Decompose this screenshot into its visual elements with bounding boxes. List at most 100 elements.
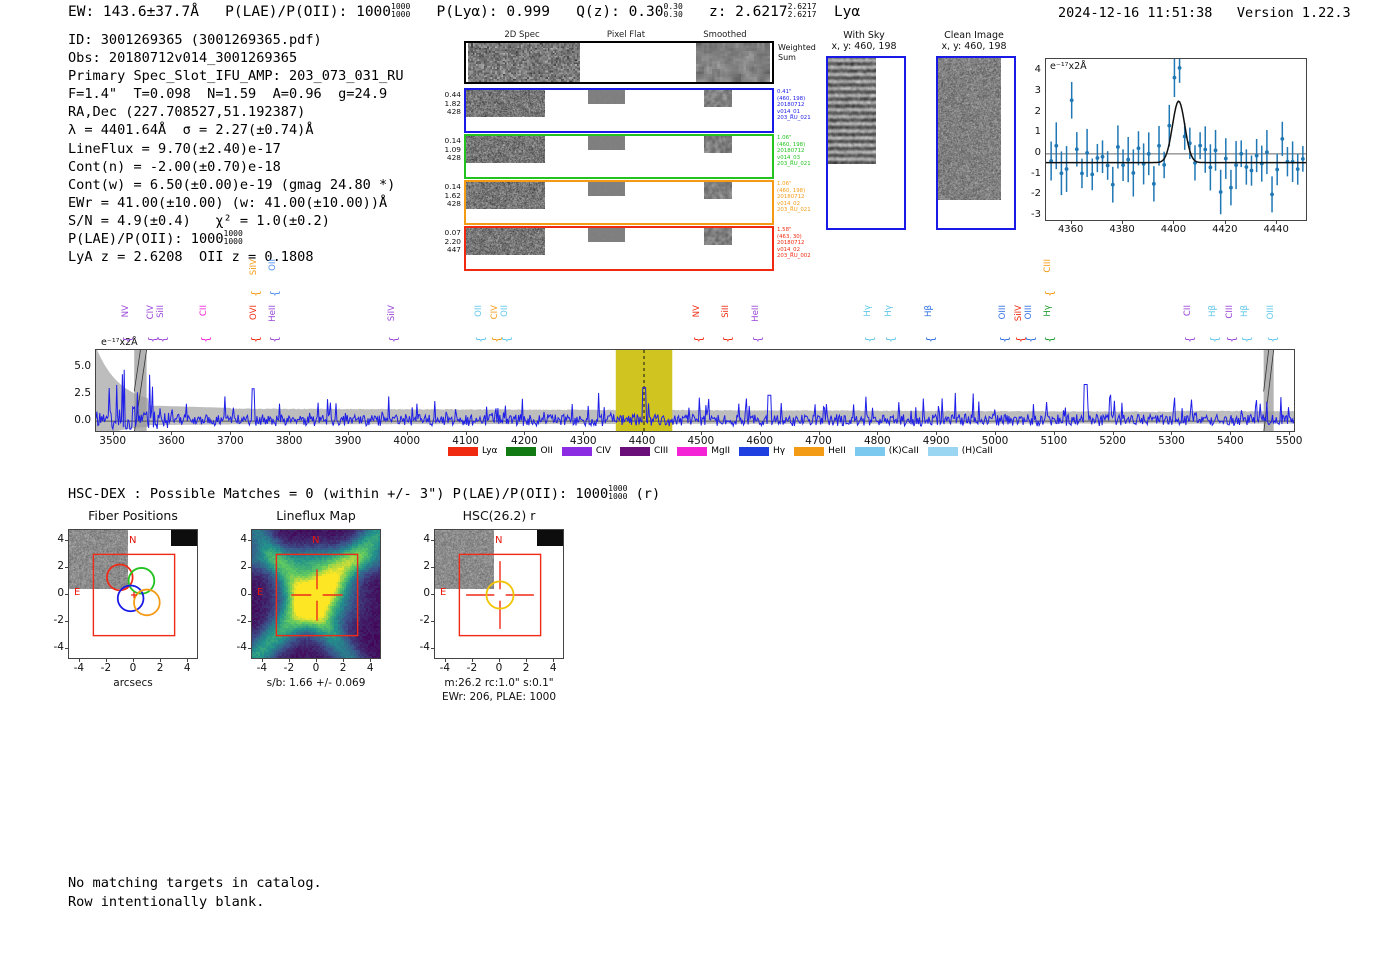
info-line: LineFlux = 9.70(±2.40)e-17 (68, 140, 281, 157)
fiber-smoothed (704, 228, 732, 245)
fiber-pixel-flat (588, 136, 625, 150)
tick-mark (248, 566, 251, 568)
legend-label: CIV (595, 446, 611, 456)
legend-swatch (561, 446, 592, 456)
cutout-y-tick: 4 (423, 532, 430, 545)
tick-mark (526, 659, 528, 662)
legend-swatch (739, 446, 770, 456)
ew-value: EW: 143.6±37.7Å (68, 4, 199, 21)
emission-line-label: CII (1182, 305, 1193, 317)
tick-mark (316, 659, 317, 662)
tick-mark (431, 539, 434, 541)
emission-line-bracket: { (924, 336, 938, 343)
emission-line-label: OIII (1266, 305, 1277, 320)
emission-line-label: CIII (1225, 305, 1236, 319)
emission-line-label: HeII (751, 305, 762, 322)
spectrum-x-tick: 3500 (99, 435, 127, 447)
cutout-overlay (92, 553, 176, 637)
cutout-image (251, 529, 381, 659)
cutout-caption-secondary: EWr: 206, PLAE: 1000 (441, 691, 557, 703)
line-profile-y-unit: e⁻¹⁷x2Å (1050, 61, 1087, 72)
fiber-metric-value: 447 (446, 245, 461, 255)
emission-line-bracket: { (884, 336, 898, 343)
tick-mark (248, 594, 251, 595)
fiber-metric-value: 0.14 (444, 136, 461, 145)
emission-line-label: CII (199, 305, 210, 317)
tick-mark (65, 539, 68, 541)
line-profile-y-tick: 1 (1034, 126, 1041, 138)
legend-item: Hγ (739, 446, 785, 456)
tick-mark (1224, 221, 1226, 224)
cutout-y-tick: -2 (236, 614, 247, 627)
tick-mark (1173, 221, 1175, 224)
tick-mark (1122, 221, 1124, 224)
info-line: S/N = 4.9(±0.4) χ² = 1.0(±0.2) (68, 212, 330, 229)
emission-line-label: Hγ (862, 305, 873, 317)
tick-mark (431, 594, 434, 595)
compass-east: E (74, 587, 81, 598)
line-profile-axes: e⁻¹⁷x2Å (1045, 58, 1307, 221)
footer-line: Row intentionally blank. (68, 893, 265, 910)
spectrum-y-tick: 5.0 (74, 360, 91, 373)
spectrum-x-tick: 4600 (746, 435, 774, 447)
fiber-twod-spec (466, 182, 545, 209)
qz-label: Q(z): 0.30 (576, 4, 664, 21)
spec2d-column-title: Smoothed (703, 30, 747, 40)
tick-mark (160, 659, 162, 662)
z-suffix: Lyα (833, 4, 861, 21)
info-line: Cont(n) = -2.00(±0.70)e-18 (68, 158, 281, 175)
line-profile-y-tick: -3 (1031, 208, 1041, 220)
fiber-identity-line: 203_RU_021 (777, 207, 811, 214)
spectrum-x-tick: 4100 (452, 435, 479, 447)
info-plae-line: P(LAE)/P(OII): 10001000 1000 (68, 229, 243, 248)
emission-line-bracket: { (1266, 336, 1280, 343)
emission-line-bracket: { (997, 336, 1011, 343)
tick-mark (1289, 432, 1291, 435)
info-line: Primary Spec_Slot_IFU_AMP: 203_073_031_R… (68, 68, 404, 85)
info-line: Cont(w) = 6.50(±0.00)e-19 (gmag 24.80 *) (68, 176, 396, 193)
emission-line-label: OII (500, 305, 510, 317)
timestamp: 2024-12-16 11:51:38 (1058, 5, 1213, 21)
cutout-x-tick: 4 (183, 662, 191, 674)
z-fraction: 2.6217 2.6217 (787, 2, 817, 19)
legend-label: Lyα (482, 446, 498, 456)
emission-line-bracket: { (862, 336, 876, 343)
emission-line-label: OVI (248, 305, 259, 321)
cutout-y-tick: -4 (419, 641, 430, 654)
legend-swatch (448, 446, 478, 456)
cutout-y-tick: 0 (240, 587, 247, 599)
fiber-metric-value: 0.44 (444, 90, 461, 99)
compass-north: N (129, 535, 137, 546)
legend-label: MgII (711, 446, 731, 456)
cutout-y-tick: 4 (240, 532, 247, 545)
spectrum-x-tick: 4900 (922, 435, 950, 447)
line-profile-y-tick: 2 (1034, 105, 1041, 117)
smoothed-image (696, 43, 770, 82)
emission-line-label: OIII (1024, 305, 1035, 320)
info-line: EWr = 41.00(±10.00) (w: 41.00(±10.00))Å (68, 194, 388, 211)
legend-swatch (619, 446, 650, 456)
cutout-x-tick: 2 (339, 662, 347, 674)
fiber-identity: 1.06" (460, 198) 20180712 v014_03 203_RU_021 (777, 135, 833, 168)
fiber-identity-line: 203_RU_021 (777, 161, 811, 168)
legend-label: CIII (653, 446, 669, 456)
legend-item: CIII (619, 446, 669, 456)
tick-mark (230, 432, 232, 435)
tick-mark (524, 432, 526, 435)
fiber-identity-line: v014_01 (777, 108, 801, 115)
tick-mark (877, 432, 879, 435)
cutout-x-tick: 0 (129, 662, 137, 674)
emission-line-bracket: { (751, 336, 765, 343)
fiber-identity-line: v014_02 (777, 200, 801, 207)
sky-panel-title: Clean Image x, y: 460, 198 (914, 30, 1034, 52)
emission-line-label: CIII (1042, 259, 1053, 273)
emission-line-label: Hγ (1042, 305, 1053, 317)
tick-mark (133, 659, 134, 662)
line-profile-x-tick: 4380 (1109, 224, 1135, 235)
plae-fraction: 1000 1000 (391, 2, 411, 19)
emission-line-label: CIV (145, 305, 156, 320)
fiber-row (464, 134, 774, 179)
legend-item: CIV (561, 446, 611, 456)
legend-swatch (794, 446, 825, 456)
hscdex-suffix: (r) (635, 486, 661, 503)
